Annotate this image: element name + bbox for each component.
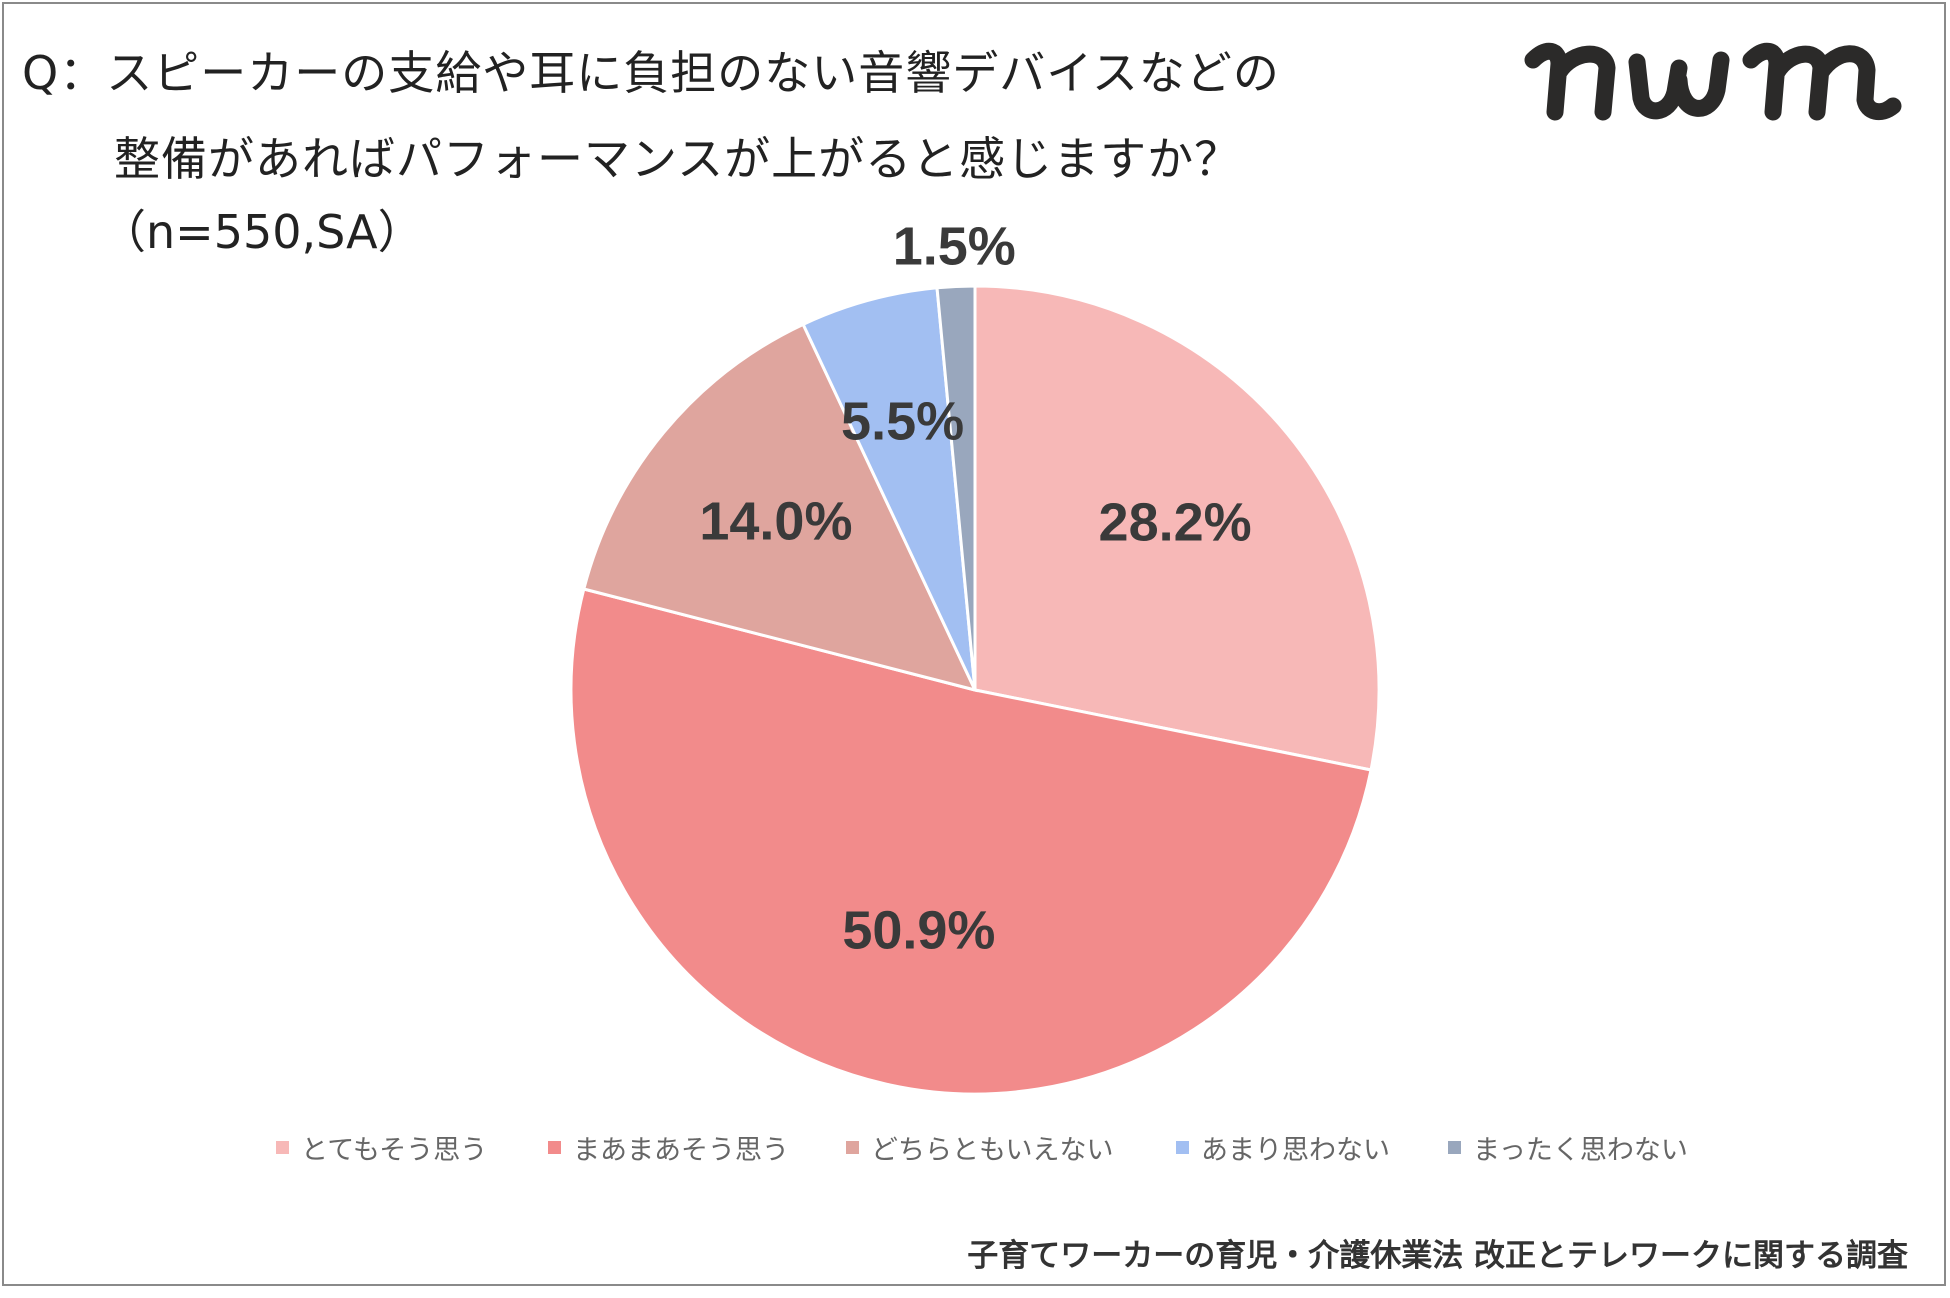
data-label-2: 50.9% <box>842 900 995 960</box>
pie-slice-1 <box>973 284 1381 772</box>
legend-label-1: とてもそう思う <box>301 1135 488 1166</box>
legend-item-2: まあまあそう思う <box>548 1128 789 1167</box>
pie-slice-2 <box>569 587 1373 1096</box>
legend-swatch-4 <box>1176 1141 1189 1154</box>
chart-title: Q：スピーカーの支給や耳に負担のない音響デバイスなどの 整備があればパフォーマン… <box>22 30 1280 202</box>
sample-note: （n=550,SA） <box>100 205 424 259</box>
legend-label-4: あまり思わない <box>1201 1135 1390 1166</box>
legend-item-5: まったく思わない <box>1448 1128 1688 1167</box>
legend-swatch-3 <box>846 1141 859 1154</box>
legend-swatch-1 <box>276 1141 289 1154</box>
title-line-1: Q：スピーカーの支給や耳に負担のない音響デバイスなどの <box>22 46 1280 100</box>
legend-item-3: どちらともいえない <box>846 1128 1113 1167</box>
data-label-3: 14.0% <box>699 491 852 551</box>
data-label-4: 5.5% <box>841 391 964 451</box>
legend-label-5: まったく思わない <box>1473 1135 1688 1166</box>
title-line-2: 整備があればパフォーマンスが上がると感じますか？ <box>114 132 1242 186</box>
pie-slices <box>569 284 1381 1096</box>
legend-item-1: とてもそう思う <box>276 1128 487 1167</box>
chart-legend: とてもそう思う まあまあそう思う どちらともいえない あまり思わない まったく思わない <box>0 1128 1950 1168</box>
data-label-5: 1.5% <box>893 216 1016 276</box>
pie-slice-3 <box>581 322 978 693</box>
pie-slice-5 <box>935 284 977 691</box>
pie-slice-4 <box>801 286 977 691</box>
data-label-1: 28.2% <box>1099 493 1252 553</box>
legend-label-2: まあまあそう思う <box>573 1135 789 1166</box>
pie-labels: 28.2% 50.9% 14.0% 5.5% 1.5% <box>699 216 1251 960</box>
legend-swatch-5 <box>1448 1141 1461 1154</box>
source-footer: 子育てワーカーの育児・介護休業法 改正とテレワークに関する調査 <box>967 1238 1908 1274</box>
legend-swatch-2 <box>548 1141 561 1154</box>
nwm-logo: nwm <box>1524 42 1902 121</box>
legend-label-3: どちらともいえない <box>871 1135 1114 1166</box>
legend-item-4: あまり思わない <box>1176 1128 1390 1167</box>
